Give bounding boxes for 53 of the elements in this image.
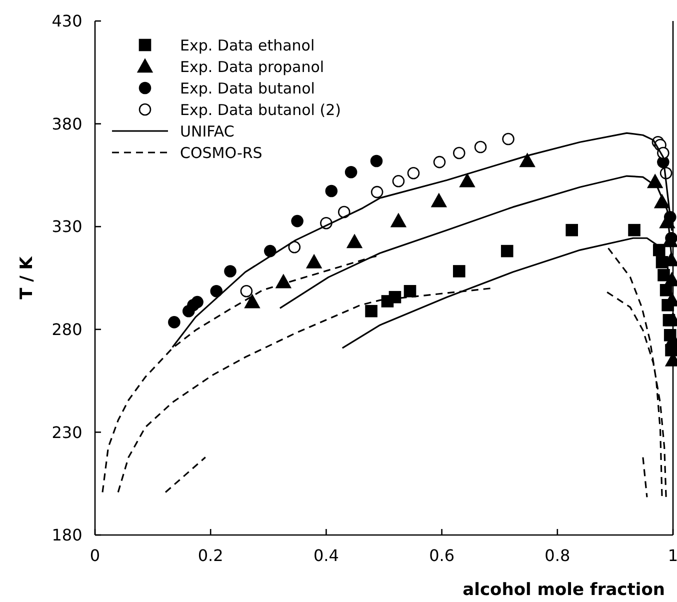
point [452,265,466,278]
y-tick-label: 280 [52,320,82,339]
point [404,285,416,298]
point [325,184,338,198]
point [370,186,384,198]
y-tick-label: 430 [52,12,82,31]
point [452,146,466,160]
point [500,244,514,258]
point [168,316,180,328]
y-axis-title: T / K [17,256,37,300]
point [431,193,447,208]
y-tick-label: 330 [52,217,82,236]
x-tick-label: 1 [668,546,677,565]
point [240,285,253,298]
point [628,224,640,236]
legend-label: Exp. Data butanol (2) [180,100,341,119]
y-tick-label: 380 [52,114,82,134]
point [191,296,204,308]
point [224,265,236,278]
point [388,290,402,304]
legend-label: Exp. Data butanol [180,79,315,98]
point [210,285,223,298]
point [276,274,292,288]
point [306,254,322,268]
point [291,214,304,228]
y-tick-label: 180 [52,526,82,545]
point [460,174,475,188]
point [390,213,406,228]
point [370,154,383,168]
x-axis-title: alcohol mole fraction [462,580,665,600]
x-tick-label: 0.8 [544,546,570,565]
point [288,241,301,254]
x-tick-label: 0.4 [313,546,339,565]
legend-label: UNIFAC [180,122,234,140]
x-tick-label: 0 [90,546,100,565]
point [392,175,405,188]
legend-label: Exp. Data propanol [180,58,324,76]
y-tick-label: 230 [52,422,82,442]
point [566,224,578,236]
point [520,153,535,168]
point [346,234,362,248]
point [502,132,514,146]
point [365,304,378,318]
point [407,166,420,180]
legend-label: COSMO-RS [180,144,262,162]
point [244,294,260,308]
point [433,156,446,168]
x-tick-label: 0.2 [198,546,224,565]
legend-label: Exp. Data ethanol [180,36,315,54]
point [344,166,358,178]
point [474,140,487,154]
point [264,244,276,258]
x-tick-label: 0.6 [429,546,455,565]
